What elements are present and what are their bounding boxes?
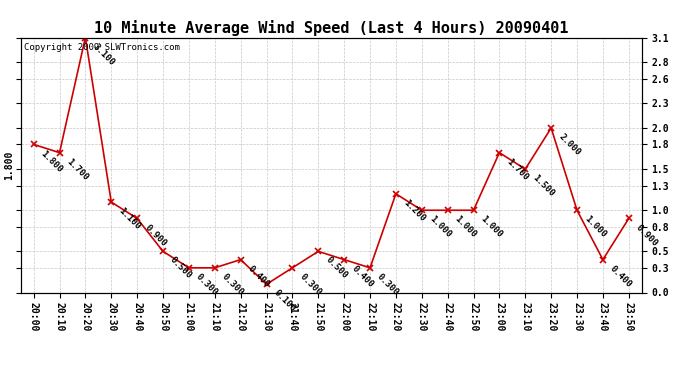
Text: 1.000: 1.000 <box>479 214 504 240</box>
Text: 0.300: 0.300 <box>195 272 220 297</box>
Text: 1.100: 1.100 <box>117 206 142 231</box>
Text: 1.700: 1.700 <box>505 157 531 182</box>
Text: 1.200: 1.200 <box>402 198 427 223</box>
Text: 1.800: 1.800 <box>5 150 14 180</box>
Text: 0.100: 0.100 <box>272 288 297 314</box>
Text: 0.400: 0.400 <box>609 264 634 289</box>
Text: 0.300: 0.300 <box>298 272 324 297</box>
Text: 1.000: 1.000 <box>453 214 479 240</box>
Text: 1.700: 1.700 <box>65 157 90 182</box>
Text: 1.000: 1.000 <box>427 214 453 240</box>
Text: 3.100: 3.100 <box>91 42 117 67</box>
Text: 0.400: 0.400 <box>246 264 272 289</box>
Text: 0.900: 0.900 <box>143 223 168 248</box>
Text: 0.500: 0.500 <box>324 255 349 281</box>
Text: 0.300: 0.300 <box>220 272 246 297</box>
Text: 0.900: 0.900 <box>634 223 660 248</box>
Text: 1.800: 1.800 <box>39 148 65 174</box>
Text: 1.000: 1.000 <box>582 214 608 240</box>
Text: 0.300: 0.300 <box>375 272 401 297</box>
Text: 0.500: 0.500 <box>168 255 194 281</box>
Text: 0.400: 0.400 <box>350 264 375 289</box>
Text: 1.500: 1.500 <box>531 173 556 199</box>
Text: Copyright 2009 SLWTronics.com: Copyright 2009 SLWTronics.com <box>23 43 179 52</box>
Text: 2.000: 2.000 <box>557 132 582 158</box>
Title: 10 Minute Average Wind Speed (Last 4 Hours) 20090401: 10 Minute Average Wind Speed (Last 4 Hou… <box>94 20 569 36</box>
